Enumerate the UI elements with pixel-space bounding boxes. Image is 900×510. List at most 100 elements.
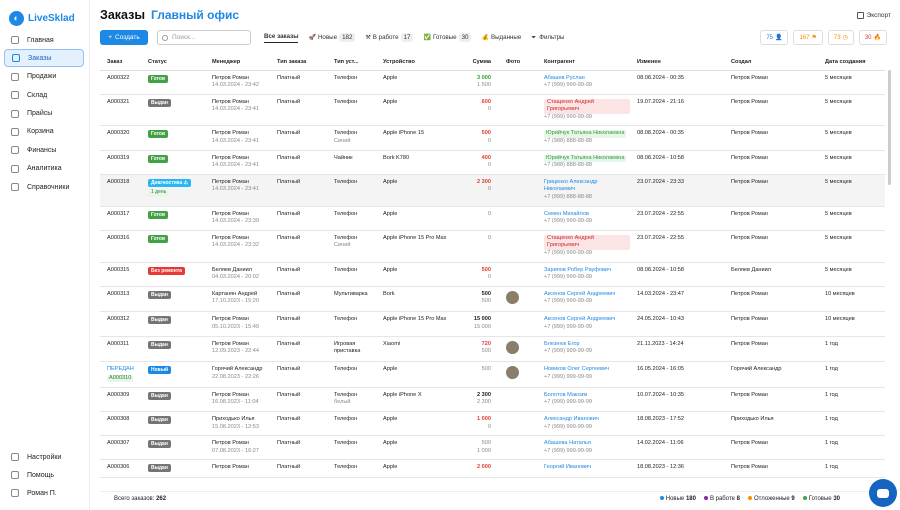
order-number[interactable]: A000310 bbox=[107, 374, 134, 383]
status-badge[interactable]: Выдан bbox=[148, 316, 171, 325]
table-row[interactable]: A000320 Готов Петров Роман 14.03.2024 - 23:… bbox=[100, 125, 885, 151]
photo-cell bbox=[499, 206, 537, 231]
device-photo[interactable] bbox=[506, 290, 519, 304]
manager-cell: Петров Роман 14.03.2024 - 23:42 bbox=[205, 70, 270, 95]
sidebar-item-3[interactable]: Продажи bbox=[4, 68, 84, 86]
device-photo[interactable] bbox=[506, 366, 519, 380]
counterparty-name[interactable]: Новиков Олег Сергеевич bbox=[544, 366, 610, 373]
tab-4[interactable]: ✅ Готовые 30 bbox=[423, 33, 472, 42]
table-row[interactable]: A000315 Без ремонта Беляев Даниил 04.03.202… bbox=[100, 262, 885, 287]
counterparty-name[interactable]: Стащенко Андрей Григорьевич bbox=[544, 98, 630, 114]
sidebar-item-4[interactable]: Склад bbox=[4, 86, 84, 104]
counterparty-name[interactable]: Александр Иванович bbox=[544, 415, 599, 422]
table-row[interactable]: ПЕРЕДАН A000310 Новый Горячий Александр 22.0… bbox=[100, 361, 885, 388]
status-badge[interactable]: Выдан bbox=[148, 98, 171, 107]
sidebar-item-3[interactable]: Роман П. bbox=[4, 484, 84, 502]
counterparty-name[interactable]: Георгий Иванович bbox=[544, 464, 592, 471]
device-photo[interactable] bbox=[506, 340, 519, 354]
sidebar-item-9[interactable]: Справочники bbox=[4, 178, 84, 196]
sidebar-item-8[interactable]: Аналитика bbox=[4, 160, 84, 178]
search-placeholder: Поиск... bbox=[172, 34, 196, 41]
counterparty-name[interactable]: Абашева Наталья bbox=[544, 440, 591, 447]
status-badge[interactable]: Выдан bbox=[148, 464, 171, 473]
created-age: 1 год bbox=[825, 340, 838, 347]
table-row[interactable]: A000317 Готов Петров Роман 14.03.2024 - 23:… bbox=[100, 206, 885, 231]
counterparty-name[interactable]: Болотов Максим bbox=[544, 391, 588, 398]
counter-4[interactable]: 30 🔥 bbox=[858, 30, 887, 45]
status-badge[interactable]: Готов bbox=[148, 210, 169, 219]
counterparty-name[interactable]: Аксенов Сергей Андреевич bbox=[544, 290, 616, 297]
manager-date: 14.03.2024 - 23:41 bbox=[212, 106, 259, 113]
column-header[interactable]: Менеджер bbox=[205, 55, 270, 71]
device-name: Apple bbox=[383, 178, 398, 185]
table-row[interactable]: A000309 Выдан Петров Роман 16.08.2023 - 11:… bbox=[100, 387, 885, 412]
status-badge[interactable]: Выдан bbox=[148, 415, 171, 424]
device-type-cell: Телефон bbox=[327, 70, 376, 95]
created-cell: 5 месяцев bbox=[818, 206, 885, 231]
table-row[interactable]: A000312 Выдан Петров Роман 05.10.2023 - 15:… bbox=[100, 311, 885, 337]
table-row[interactable]: A000306 Выдан Петров Роман Платный Телефон Ap… bbox=[100, 459, 885, 478]
device-type-cell: Телефон bbox=[327, 361, 376, 388]
tab-3[interactable]: ⚒ В работе 17 bbox=[365, 33, 414, 42]
sidebar-item-1[interactable]: Настройки bbox=[4, 448, 84, 466]
column-header[interactable]: Тип уст... bbox=[327, 55, 376, 71]
device-type: Телефон bbox=[334, 391, 358, 398]
sum-total: 3 000 bbox=[477, 74, 491, 81]
export-button[interactable]: Экспорт bbox=[856, 12, 891, 19]
sidebar-item-7[interactable]: Финансы bbox=[4, 141, 84, 159]
table-row[interactable]: A000316 Готов Петров Роман 14.03.2024 - 23:… bbox=[100, 230, 885, 263]
tab-2[interactable]: 🚀 Новые 182 bbox=[308, 33, 356, 42]
counterparty-name[interactable]: Блезнюк Егор bbox=[544, 340, 580, 347]
counter-2[interactable]: 167 ⚑ bbox=[793, 30, 823, 45]
order-cell: A000319 bbox=[100, 150, 141, 175]
sidebar-item-2[interactable]: Заказы bbox=[4, 49, 84, 68]
create-button[interactable]: + Создать bbox=[100, 30, 148, 45]
counterparty-name[interactable]: Юрийчук Татьяна Николаевна bbox=[544, 154, 630, 163]
counterparty-name[interactable]: Зарипов Робер Рауфович bbox=[544, 266, 611, 273]
order-number: A000309 bbox=[107, 391, 130, 398]
sidebar-item-6[interactable]: Корзина bbox=[4, 123, 84, 141]
status-badge[interactable]: Выдан bbox=[148, 440, 171, 449]
status-badge[interactable]: Выдан bbox=[148, 391, 171, 400]
counterparty-name[interactable]: Гриценко Александр Николаевич bbox=[544, 178, 598, 193]
status-badge[interactable]: Выдан bbox=[148, 290, 171, 299]
status-badge[interactable]: Выдан bbox=[148, 340, 171, 349]
sum-total: 500 bbox=[481, 130, 491, 137]
counterparty-name[interactable]: Абашев Руслан bbox=[544, 74, 585, 81]
status-badge[interactable]: Диагностика ⚠ bbox=[148, 178, 191, 187]
status-badge[interactable]: Готов bbox=[148, 74, 169, 83]
counter-1[interactable]: 75 👤 bbox=[760, 30, 789, 45]
table-row[interactable]: A000321 Выдан Петров Роман 14.03.2024 - 23:… bbox=[100, 94, 885, 127]
sidebar-item-1[interactable]: Главная bbox=[4, 31, 84, 49]
counterparty-name[interactable]: Стащенко Андрей Григорьевич bbox=[544, 234, 630, 250]
logo[interactable]: ◐ LiveSklad bbox=[9, 9, 75, 27]
counter-3[interactable]: 73 ◷ bbox=[827, 30, 854, 45]
table-row[interactable]: A000322 Готов Петров Роман 14.03.2024 - 23:… bbox=[100, 70, 885, 95]
table-row[interactable]: A000319 Готов Петров Роман 14.03.2024 - 23:… bbox=[100, 150, 885, 175]
tab-1[interactable]: Все заказы bbox=[264, 33, 299, 43]
search-input[interactable]: Поиск... bbox=[157, 30, 251, 45]
branch-selector[interactable]: Главный офис bbox=[151, 8, 240, 22]
status-badge[interactable]: Готов bbox=[148, 234, 169, 243]
counterparty-name[interactable]: Юрийчук Татьяна Николаевна bbox=[544, 130, 630, 139]
tab-5[interactable]: 💰 Выданные bbox=[481, 34, 521, 41]
status-badge[interactable]: Без ремонта bbox=[148, 266, 185, 275]
table-row[interactable]: A000307 Выдан Петров Роман 07.08.2023 - 16:… bbox=[100, 435, 885, 461]
export-label: Экспорт bbox=[866, 12, 891, 19]
table-row[interactable]: A000308 Выдан Приходько Илья 15.08.2023 - 1… bbox=[100, 411, 885, 437]
counterparty-name[interactable]: Семен Михайлов bbox=[544, 210, 589, 217]
table-row[interactable]: A000318 Диагностика ⚠ 1 день Петров Роман 14… bbox=[100, 174, 885, 207]
table-row[interactable]: A000313 Выдан Картанян Андрей 17.10.2023 - … bbox=[100, 286, 885, 313]
counterparty-name[interactable]: Аксенов Сергей Андреевич bbox=[544, 316, 616, 323]
sidebar-item-2[interactable]: Помощь bbox=[4, 466, 84, 484]
sum-cell: 500 bbox=[449, 361, 499, 388]
chat-button[interactable] bbox=[869, 479, 897, 507]
status-badge[interactable]: Готов bbox=[148, 130, 169, 139]
filters-button[interactable]: ⏷ Фильтры bbox=[531, 34, 564, 42]
counterparty-cell: Абашев Руслан +7 (999) 999-99-99 bbox=[537, 70, 630, 95]
sidebar-item-5[interactable]: Прайсы bbox=[4, 105, 84, 123]
table-row[interactable]: A000311 Выдан Петров Роман 12.09.2023 - 22:… bbox=[100, 336, 885, 363]
status-badge[interactable]: Новый bbox=[148, 366, 172, 375]
status-badge[interactable]: Готов bbox=[148, 154, 169, 163]
table-scrollbar[interactable] bbox=[888, 70, 891, 185]
